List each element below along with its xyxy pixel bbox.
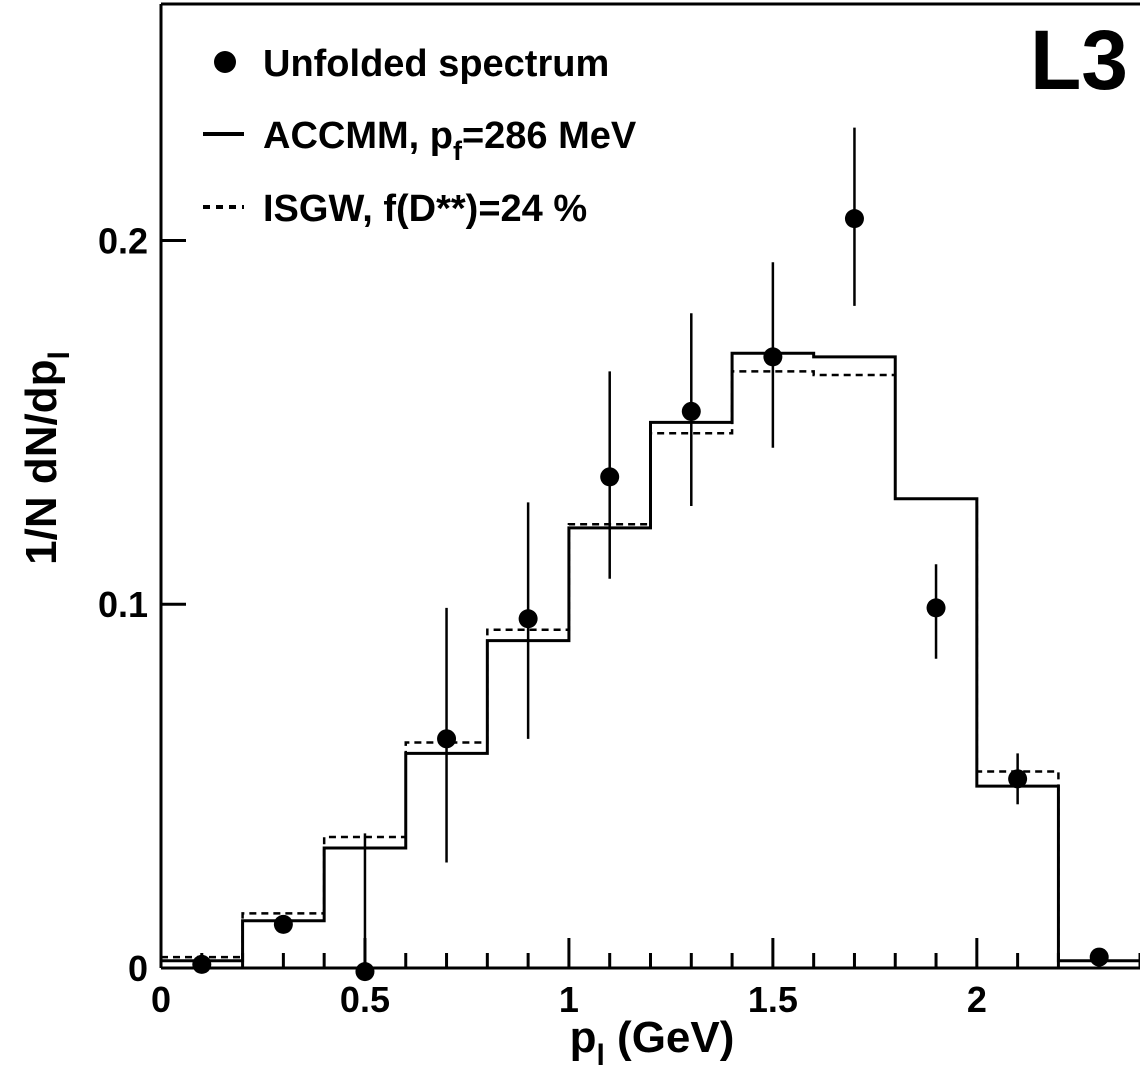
x-axis-label-rest: (GeV)	[605, 1013, 735, 1062]
x-tick-label: 0.5	[340, 979, 390, 1020]
accmm-histogram-line	[161, 351, 1140, 963]
x-tick-label: 0	[151, 979, 171, 1020]
unfolded-spectrum-points	[192, 127, 1109, 982]
data-point	[273, 914, 293, 934]
x-tick-label: 1.5	[748, 979, 798, 1020]
y-axis-label-main: 1/N dN/dp	[17, 360, 66, 565]
data-point	[518, 609, 538, 629]
data-point	[926, 598, 946, 618]
legend-label-part: ACCMM, p	[263, 115, 453, 157]
y-tick-label: 0.2	[98, 220, 148, 261]
y-tick-label: 0	[128, 948, 148, 989]
data-point	[1008, 769, 1028, 789]
y-axis: 0 0.1 0.2	[98, 220, 186, 989]
legend: Unfolded spectrum ACCMM, pf=286 MeV ISGW, …	[203, 43, 637, 230]
x-axis: 0 0.5 1 1.5 2	[151, 938, 1140, 1020]
legend-label: ISGW, f(D**)=24 %	[263, 188, 587, 230]
y-axis-label: 1/N dN/dpl	[17, 351, 76, 565]
x-tick-label: 1	[559, 979, 579, 1020]
legend-label: ACCMM, pf=286 MeV	[263, 115, 637, 166]
x-axis-label-sub: l	[596, 1039, 604, 1072]
legend-dot-marker	[214, 51, 236, 73]
experiment-badge: L3	[1030, 13, 1128, 107]
data-point	[681, 401, 701, 421]
data-point	[437, 729, 457, 749]
legend-label-part: ISGW, f(D**)=24 %	[263, 188, 587, 230]
accmm-histogram	[161, 351, 1140, 963]
y-tick-label: 0.1	[98, 584, 148, 625]
data-point	[844, 209, 864, 229]
x-axis-label-main: p	[570, 1013, 597, 1062]
legend-label-subscript: f	[453, 136, 463, 166]
legend-label-part: Unfolded spectrum	[263, 43, 609, 85]
data-point	[355, 962, 375, 982]
y-axis-label-sub: l	[43, 351, 76, 359]
data-point	[1089, 947, 1109, 967]
x-axis-label: pl (GeV)	[570, 1013, 735, 1072]
data-point	[192, 954, 212, 974]
legend-label-part: =286 MeV	[462, 115, 637, 157]
legend-label: Unfolded spectrum	[263, 43, 609, 85]
data-point	[600, 467, 620, 487]
x-tick-label: 2	[967, 979, 987, 1020]
data-point	[763, 347, 783, 367]
